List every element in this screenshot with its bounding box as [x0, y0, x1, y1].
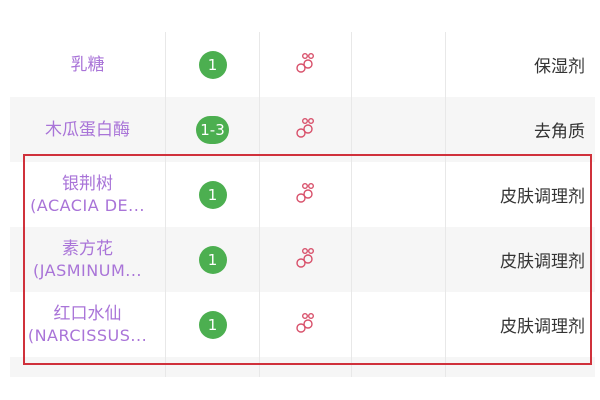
ingredient-name: 乳糖 [70, 54, 105, 75]
icon-cell [260, 32, 352, 97]
safety-cell: 1 [166, 32, 260, 97]
ingredient-name: 木瓜蛋白酶 [45, 119, 130, 140]
table-row[interactable]: 木瓜蛋白酶 1-3 去角质 [10, 97, 595, 162]
icon-cell [260, 292, 352, 357]
ingredient-name-cell[interactable]: 乳糖 [10, 32, 166, 97]
table-row[interactable]: 红口水仙 (NARCISSUS... 1 皮肤调理剂 [10, 292, 595, 357]
ingredient-name-cell[interactable]: 红口水仙 (NARCISSUS... [10, 292, 166, 357]
empty-cell [352, 292, 446, 357]
molecule-icon [294, 311, 318, 339]
ingredient-name-cell[interactable]: 素方花 (JASMINUM... [10, 227, 166, 292]
ingredient-name: 素方花 [62, 238, 113, 259]
ingredient-name-cell[interactable]: 木瓜蛋白酶 [10, 97, 166, 162]
function-cell: 皮肤调理剂 [446, 227, 595, 292]
ingredient-name-cell[interactable]: 银荆树 (ACACIA DE... [10, 162, 166, 227]
table-row[interactable]: 银荆树 (ACACIA DE... 1 皮肤调理剂 [10, 162, 595, 227]
safety-cell: 1 [166, 292, 260, 357]
function-cell: 皮肤调理剂 [446, 292, 595, 357]
safety-badge: 1 [198, 310, 227, 339]
function-cell: 保湿剂 [446, 32, 595, 97]
ingredient-table: 乳糖 1 保湿剂 木瓜蛋白酶 1-3 去角质 银荆树 (ACACIA DE... 1 … [10, 32, 595, 377]
empty-cell [352, 97, 446, 162]
ingredient-name-en: (JASMINUM... [32, 260, 143, 280]
empty-cell [352, 227, 446, 292]
safety-badge: 1 [198, 50, 227, 79]
function-label: 皮肤调理剂 [500, 252, 585, 272]
molecule-icon [294, 181, 318, 209]
ingredient-name: 红口水仙 [53, 303, 122, 324]
safety-cell: 1-3 [166, 97, 260, 162]
ingredient-name-en: (NARCISSUS... [27, 325, 148, 345]
icon-cell [260, 162, 352, 227]
function-cell: 去角质 [446, 97, 595, 162]
safety-badge: 1 [198, 180, 227, 209]
icon-cell [260, 227, 352, 292]
empty-cell [352, 32, 446, 97]
safety-cell: 1 [166, 227, 260, 292]
table-row[interactable]: 素方花 (JASMINUM... 1 皮肤调理剂 [10, 227, 595, 292]
ingredient-name: 银荆树 [62, 173, 113, 194]
ingredient-name-en: (ACACIA DE... [30, 195, 145, 215]
safety-badge: 1-3 [196, 115, 229, 144]
function-label: 去角质 [534, 122, 585, 142]
molecule-icon [294, 116, 318, 144]
molecule-icon [294, 51, 318, 79]
table-row [10, 357, 595, 377]
icon-cell [260, 97, 352, 162]
safety-cell: 1 [166, 162, 260, 227]
function-label: 皮肤调理剂 [500, 187, 585, 207]
safety-badge: 1 [198, 245, 227, 274]
molecule-icon [294, 246, 318, 274]
function-cell: 皮肤调理剂 [446, 162, 595, 227]
table-row[interactable]: 乳糖 1 保湿剂 [10, 32, 595, 97]
function-label: 皮肤调理剂 [500, 317, 585, 337]
empty-cell [352, 162, 446, 227]
function-label: 保湿剂 [534, 57, 585, 77]
